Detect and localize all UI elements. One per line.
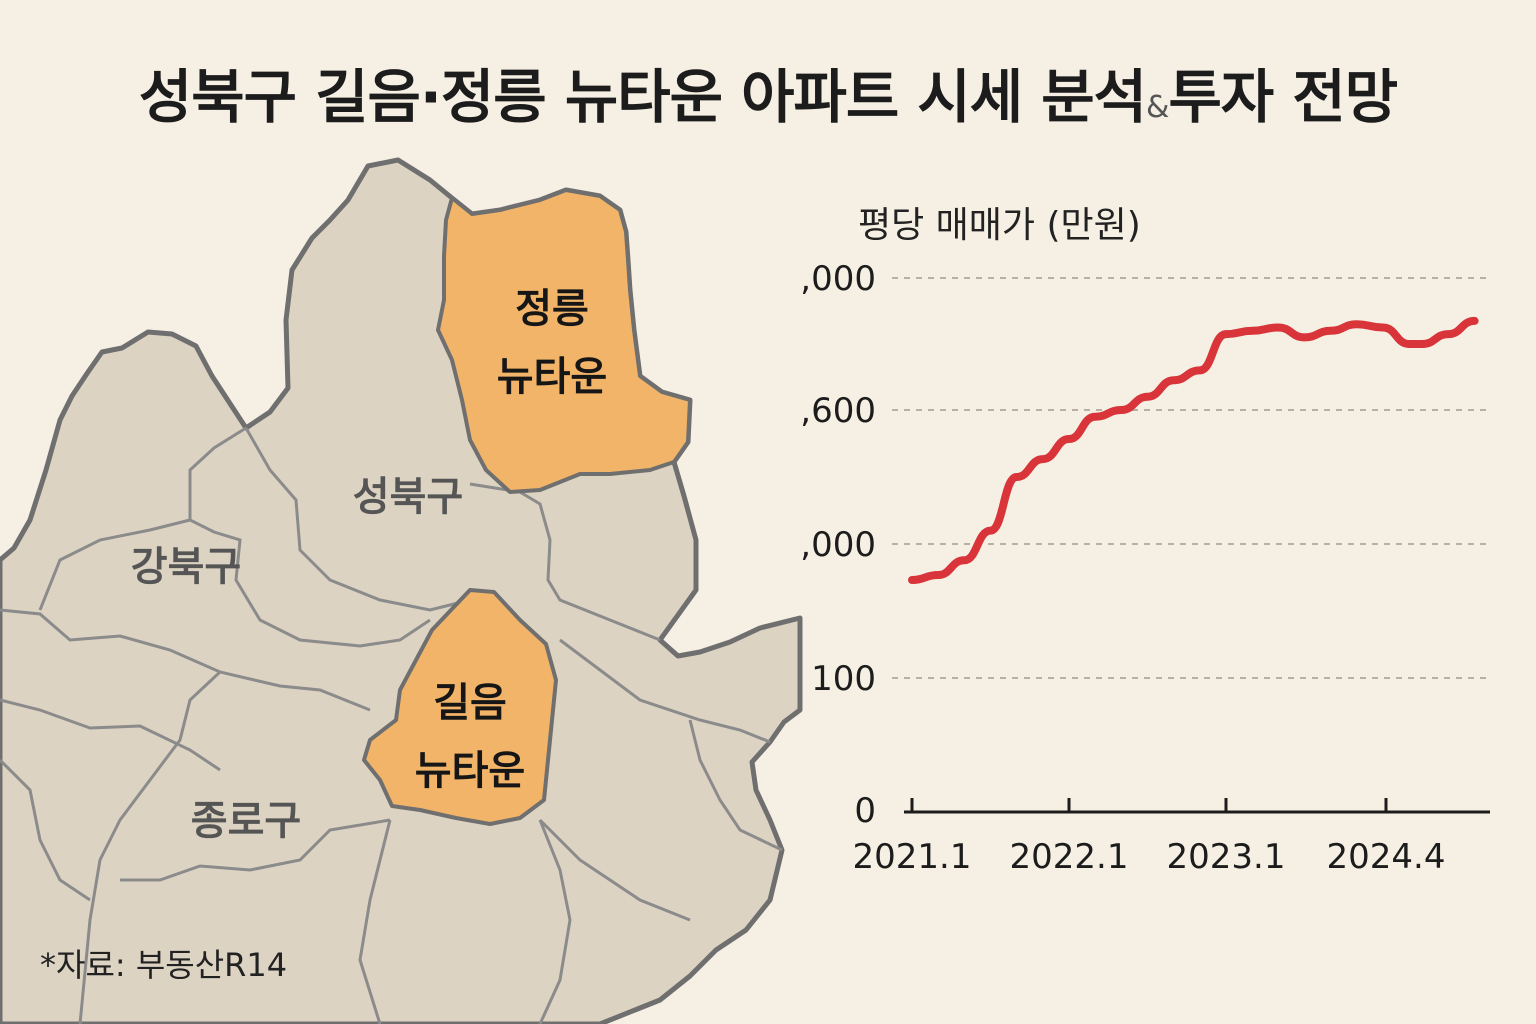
price-data-point [1040,456,1046,462]
price-data-point [1354,321,1360,327]
y-tick-label: 100 [811,659,876,699]
title-end: 투자 전망 [1168,63,1398,131]
x-tick-label: 2022.1 [1010,837,1129,877]
price-data-point [1406,341,1412,347]
price-data-point [1445,331,1451,337]
gireum-label-line1: 길음 [433,680,507,726]
price-series-line [908,316,1479,584]
price-data-point [1419,341,1425,347]
gireum-newtown-area [362,588,558,826]
jeongneung-newtown-area [436,188,692,494]
district-borders [0,426,783,1024]
grid-layer [892,277,1492,679]
y-tick-label: 0 [854,791,876,831]
price-data-point [909,577,915,583]
axis-layer [904,798,1490,814]
x-tick-label: 2024.4 [1327,837,1446,877]
price-data-point [1145,394,1150,400]
price-data-point [1066,436,1072,442]
price-data-point [1328,328,1334,334]
title-ampersand: & [1146,90,1169,125]
price-data-point [1118,407,1124,413]
jeongneung-label-line2: 뉴타운 [497,354,607,400]
district-label-seongbuk: 성북구 [353,474,463,520]
y-tick-label: 2,000 [800,525,876,565]
x-tick-label: 2021.1 [853,837,972,877]
price-data-point [1092,414,1098,420]
price-data-point [1223,331,1229,337]
jeongneung-label-line1: 정릉 [515,286,589,332]
price-data-point [1275,325,1281,330]
price-data-point [1472,318,1478,324]
x-tick-label: 2023.1 [1167,837,1286,877]
y-tick-label: 2,600 [800,391,876,431]
district-label-gangbuk: 강북구 [131,544,241,590]
tick-layer: 3,000 2,600 2,000 100 0 2021.1 2022.1 2023.1 202… [800,259,1445,877]
map-region-outline [0,157,803,1024]
price-data-point [935,572,941,578]
price-data-point [961,557,967,563]
price-data-point [1197,367,1203,373]
source-note: *자료: 부동산R14 [40,946,288,984]
district-map: 성북구 강북구 종로구 정릉 뉴타운 길음 뉴타운 [0,157,803,1024]
price-data-point [988,528,993,534]
gireum-label-line2: 뉴타운 [415,748,525,794]
district-label-jongno: 종로구 [191,798,301,844]
price-data-point [1249,328,1255,334]
y-axis-label: 평당 매매가 (만원) [858,205,1141,246]
price-data-point [1380,325,1386,330]
price-data-point [1171,377,1177,383]
y-tick-label: 3,000 [800,259,876,299]
title-main: 성북구 길음·정릉 뉴타운 아파트 시세 분석 [138,63,1147,131]
price-line-chart: 3,000 2,600 2,000 100 0 2021.1 2022.1 2023.1 202… [800,259,1492,877]
page-title: 성북구 길음·정릉 뉴타운 아파트 시세 분석&투자 전망 [0,50,1536,134]
price-data-point [1014,474,1020,480]
line-layer [908,316,1479,584]
price-data-point [1302,334,1307,340]
